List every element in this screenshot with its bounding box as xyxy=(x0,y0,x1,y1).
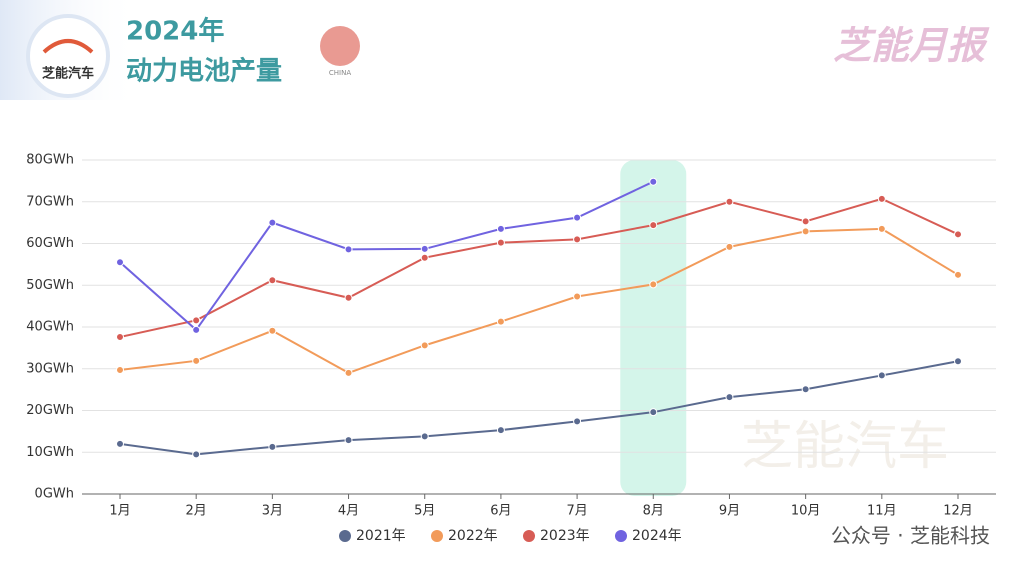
data-point xyxy=(420,432,429,441)
data-point xyxy=(573,292,582,301)
chart-subtitle: 动力电池产量 xyxy=(126,57,282,87)
legend-marker xyxy=(431,530,443,542)
legend-marker xyxy=(523,530,535,542)
x-tick-label: 2月 xyxy=(186,504,207,519)
y-tick-label: 20GWh xyxy=(26,403,74,418)
x-tick-label: 8月 xyxy=(643,504,664,519)
data-point xyxy=(268,276,277,285)
legend-label: 2022年 xyxy=(448,528,498,544)
data-point xyxy=(116,439,124,448)
x-tick-label: 5月 xyxy=(414,504,435,519)
chart-title: 2024年 xyxy=(126,16,224,47)
data-point xyxy=(192,450,201,459)
data-point xyxy=(649,177,658,186)
legend-label: 2021年 xyxy=(356,528,406,544)
data-point xyxy=(954,357,962,366)
data-point xyxy=(801,385,810,394)
data-point xyxy=(420,253,429,262)
legend-marker xyxy=(339,530,351,542)
y-tick-label: 50GWh xyxy=(26,278,74,293)
data-point xyxy=(116,366,124,375)
data-point xyxy=(116,333,124,342)
highlight-band xyxy=(620,160,687,496)
data-point xyxy=(877,371,886,380)
data-point xyxy=(725,242,734,251)
data-point xyxy=(420,341,429,350)
data-point xyxy=(573,235,582,244)
data-point xyxy=(344,368,353,377)
x-tick-label: 12月 xyxy=(943,504,973,519)
data-point xyxy=(649,221,658,230)
y-tick-label: 30GWh xyxy=(26,361,74,376)
data-point xyxy=(496,238,505,247)
data-point xyxy=(192,325,201,334)
data-point xyxy=(192,316,201,325)
x-tick-label: 7月 xyxy=(566,504,587,519)
data-point xyxy=(649,280,658,289)
data-point xyxy=(116,258,124,267)
data-point xyxy=(192,356,201,365)
data-point xyxy=(344,436,353,445)
data-point xyxy=(877,224,886,233)
series-line xyxy=(119,360,959,456)
data-point xyxy=(268,218,277,227)
flag xyxy=(320,26,360,66)
data-point xyxy=(877,194,886,203)
data-point xyxy=(954,270,962,279)
y-tick-label: 40GWh xyxy=(26,320,74,335)
x-tick-label: 9月 xyxy=(719,504,740,519)
data-point xyxy=(344,245,353,254)
data-point xyxy=(649,408,658,417)
series-line xyxy=(119,227,959,375)
legend-label: 2023年 xyxy=(540,528,590,544)
data-point xyxy=(573,213,582,222)
y-tick-label: 10GWh xyxy=(26,445,74,460)
badge: CHINA xyxy=(329,69,351,77)
logo xyxy=(26,14,110,98)
data-point xyxy=(496,224,505,233)
logo-icon xyxy=(42,39,94,54)
x-tick-label: 10月 xyxy=(791,504,821,519)
y-tick-label: 0GWh xyxy=(35,487,74,502)
x-tick-label: 1月 xyxy=(109,504,130,519)
data-point xyxy=(954,230,962,239)
data-point xyxy=(268,326,277,335)
report-logo: 芝能月报 xyxy=(833,24,990,68)
y-tick-label: 60GWh xyxy=(26,236,74,251)
watermark: 芝能汽车 xyxy=(741,417,949,477)
data-point xyxy=(496,426,505,435)
data-point xyxy=(344,293,353,302)
series-line xyxy=(119,197,959,338)
brand: 芝能汽车 xyxy=(42,66,94,82)
data-point xyxy=(420,244,429,253)
footer: 公众号 · 芝能科技 xyxy=(831,524,990,548)
x-tick-label: 11月 xyxy=(867,504,897,519)
data-point xyxy=(268,442,277,451)
x-tick-label: 3月 xyxy=(262,504,283,519)
y-tick-label: 70GWh xyxy=(26,194,74,209)
x-tick-label: 6月 xyxy=(490,504,511,519)
data-point xyxy=(725,197,734,206)
data-point xyxy=(801,227,810,236)
data-point xyxy=(573,417,582,426)
series-line xyxy=(119,180,654,332)
legend-label: 2024年 xyxy=(632,528,682,544)
legend-marker xyxy=(615,530,627,542)
data-point xyxy=(725,393,734,402)
x-tick-label: 4月 xyxy=(338,504,359,519)
y-tick-label: 80GWh xyxy=(26,153,74,168)
data-point xyxy=(801,217,810,226)
data-point xyxy=(496,317,505,326)
